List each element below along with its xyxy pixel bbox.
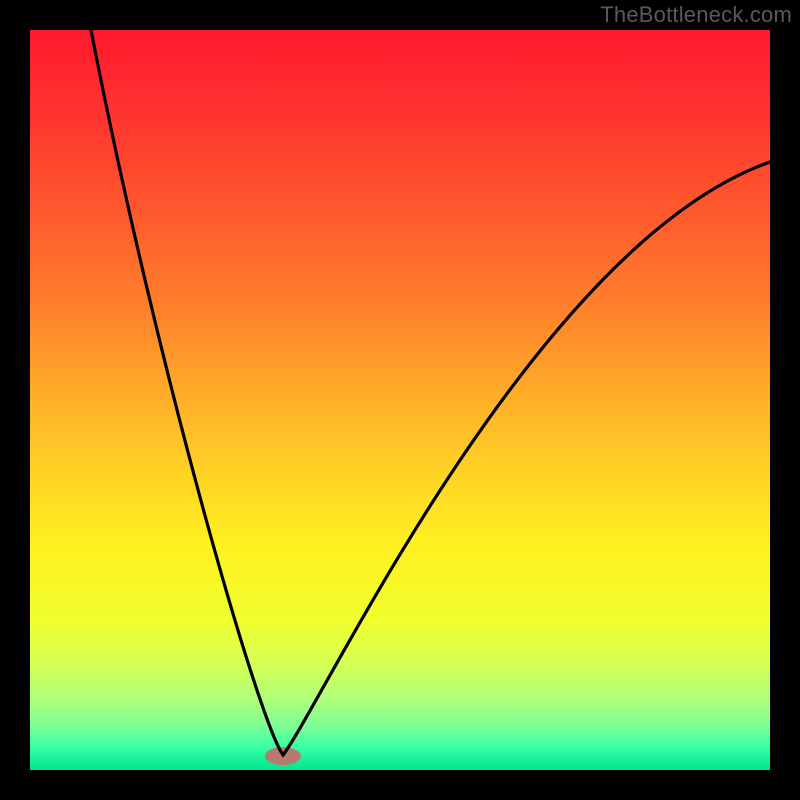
chart-stage: TheBottleneck.com — [0, 0, 800, 800]
plot-background — [30, 30, 770, 770]
watermark-text: TheBottleneck.com — [600, 2, 792, 28]
bottleneck-chart — [0, 0, 800, 800]
